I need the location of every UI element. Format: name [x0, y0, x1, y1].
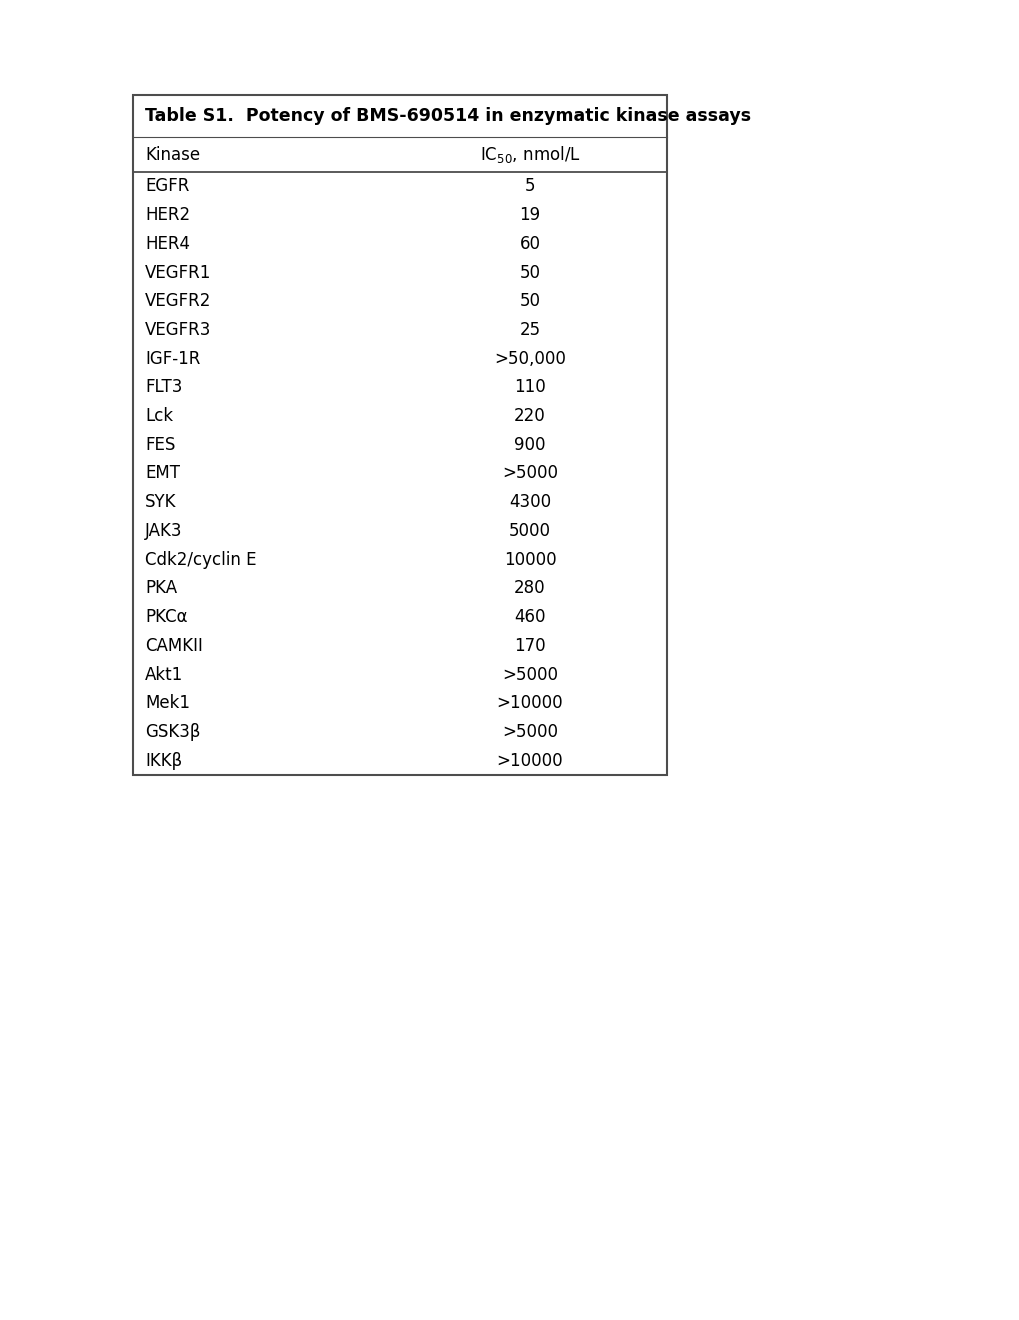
Text: HER2: HER2: [145, 206, 190, 224]
Text: >5000: >5000: [501, 665, 557, 684]
Text: SYK: SYK: [145, 494, 176, 511]
Text: >10000: >10000: [496, 751, 562, 770]
Text: >10000: >10000: [496, 694, 562, 713]
Text: IGF-1R: IGF-1R: [145, 350, 200, 368]
Text: FLT3: FLT3: [145, 379, 182, 396]
Text: 50: 50: [519, 292, 540, 310]
Text: 4300: 4300: [508, 494, 550, 511]
Text: 19: 19: [519, 206, 540, 224]
Bar: [132, 95, 666, 775]
Text: >50,000: >50,000: [493, 350, 566, 368]
Text: IKKβ: IKKβ: [145, 751, 182, 770]
Text: >5000: >5000: [501, 723, 557, 741]
Text: 280: 280: [514, 579, 545, 598]
Text: 170: 170: [514, 636, 545, 655]
Text: VEGFR2: VEGFR2: [145, 292, 211, 310]
Text: 60: 60: [519, 235, 540, 253]
Text: PKCα: PKCα: [145, 609, 187, 626]
Text: Mek1: Mek1: [145, 694, 190, 713]
Text: JAK3: JAK3: [145, 521, 182, 540]
Text: CAMKII: CAMKII: [145, 636, 203, 655]
Text: 460: 460: [514, 609, 545, 626]
Text: 10000: 10000: [503, 550, 555, 569]
Text: HER4: HER4: [145, 235, 190, 253]
Text: 5: 5: [524, 177, 535, 195]
Text: IC$_{50}$, nmol/L: IC$_{50}$, nmol/L: [479, 144, 580, 165]
Text: Kinase: Kinase: [145, 145, 200, 164]
Text: Table S1.  Potency of BMS-690514 in enzymatic kinase assays: Table S1. Potency of BMS-690514 in enzym…: [145, 107, 750, 125]
Text: 110: 110: [514, 379, 545, 396]
Text: VEGFR3: VEGFR3: [145, 321, 211, 339]
Text: 220: 220: [514, 407, 545, 425]
Text: 900: 900: [514, 436, 545, 454]
Text: PKA: PKA: [145, 579, 177, 598]
Text: >5000: >5000: [501, 465, 557, 483]
Text: Akt1: Akt1: [145, 665, 183, 684]
Text: Lck: Lck: [145, 407, 173, 425]
Text: Cdk2/cyclin E: Cdk2/cyclin E: [145, 550, 256, 569]
Text: 25: 25: [519, 321, 540, 339]
Text: EGFR: EGFR: [145, 177, 190, 195]
Text: FES: FES: [145, 436, 175, 454]
Text: 50: 50: [519, 264, 540, 281]
Text: GSK3β: GSK3β: [145, 723, 201, 741]
Text: VEGFR1: VEGFR1: [145, 264, 211, 281]
Text: EMT: EMT: [145, 465, 179, 483]
Text: 5000: 5000: [508, 521, 550, 540]
